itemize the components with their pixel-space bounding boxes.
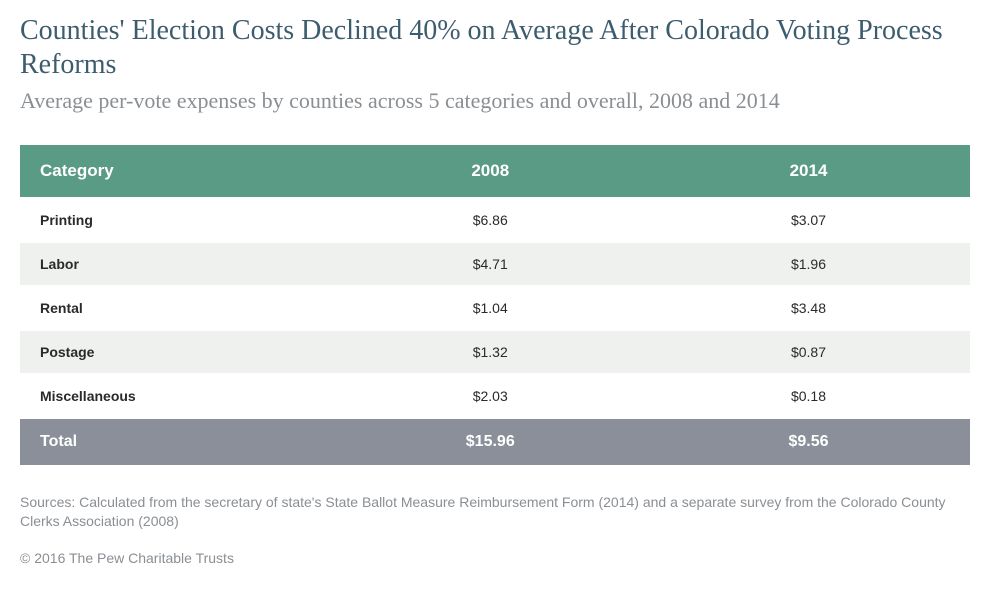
table-total-row: Total $15.96 $9.56 [20,419,970,465]
page-title: Counties' Election Costs Declined 40% on… [20,14,970,81]
table-row: Printing $6.86 $3.07 [20,199,970,241]
cell-2014: $0.18 [647,375,970,417]
table-row: Miscellaneous $2.03 $0.18 [20,375,970,417]
cell-2008: $6.86 [334,199,648,241]
cell-2014: $0.87 [647,331,970,373]
cell-category: Rental [20,287,334,329]
cell-total-2014: $9.56 [647,419,970,465]
cell-2014: $3.48 [647,287,970,329]
col-header-2014: 2014 [647,145,970,197]
col-header-category: Category [20,145,334,197]
cell-2008: $1.04 [334,287,648,329]
cost-table: Category 2008 2014 Printing $6.86 $3.07 … [20,143,970,467]
cell-2008: $4.71 [334,243,648,285]
sources-text: Sources: Calculated from the secretary o… [20,493,970,532]
col-header-2008: 2008 [334,145,648,197]
cell-2008: $1.32 [334,331,648,373]
copyright-text: © 2016 The Pew Charitable Trusts [20,550,970,566]
table-header-row: Category 2008 2014 [20,145,970,197]
cell-total-label: Total [20,419,334,465]
table-row: Rental $1.04 $3.48 [20,287,970,329]
cell-category: Printing [20,199,334,241]
cell-2014: $3.07 [647,199,970,241]
table-row: Postage $1.32 $0.87 [20,331,970,373]
cell-category: Miscellaneous [20,375,334,417]
cell-2008: $2.03 [334,375,648,417]
cell-total-2008: $15.96 [334,419,648,465]
cell-category: Labor [20,243,334,285]
cell-2014: $1.96 [647,243,970,285]
table-row: Labor $4.71 $1.96 [20,243,970,285]
cell-category: Postage [20,331,334,373]
page-subtitle: Average per-vote expenses by counties ac… [20,87,970,115]
